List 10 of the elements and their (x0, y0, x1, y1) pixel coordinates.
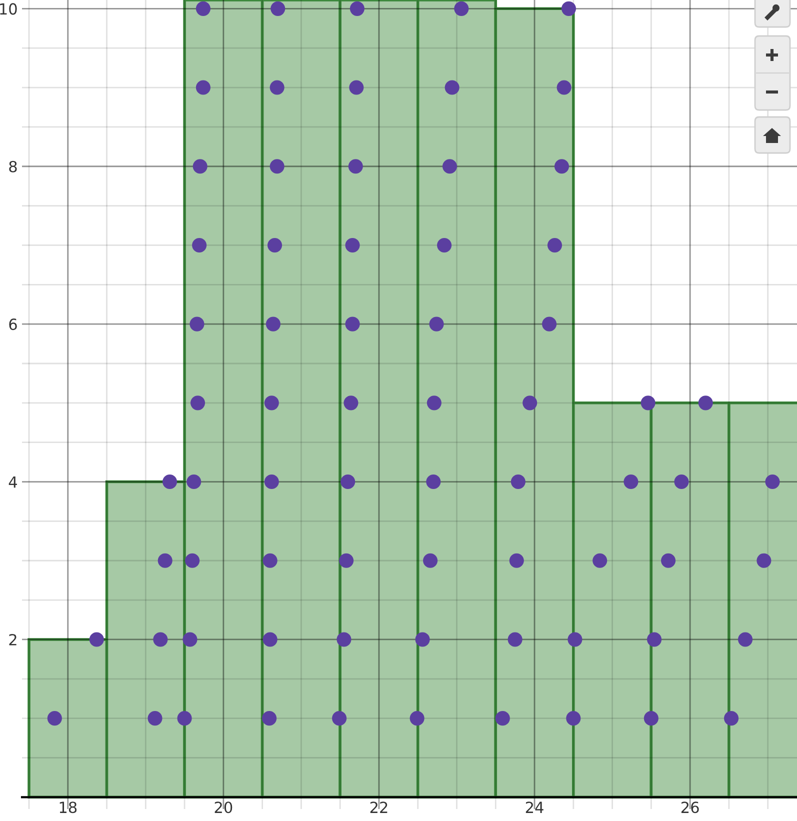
x-tick-label: 24 (526, 802, 544, 813)
y-tick-label: 2 (9, 634, 16, 646)
x-tick-label: 20 (214, 802, 232, 814)
y-tick-label: 4 (8, 476, 17, 488)
y-tick-label: 6 (9, 318, 17, 330)
x-tick-label: 26 (681, 802, 699, 814)
y-tick-label: 10 (0, 3, 17, 15)
y-tick-label: 8 (9, 160, 17, 172)
x-tick-label: 18 (60, 802, 77, 814)
x-tick-label: 22 (370, 802, 388, 813)
